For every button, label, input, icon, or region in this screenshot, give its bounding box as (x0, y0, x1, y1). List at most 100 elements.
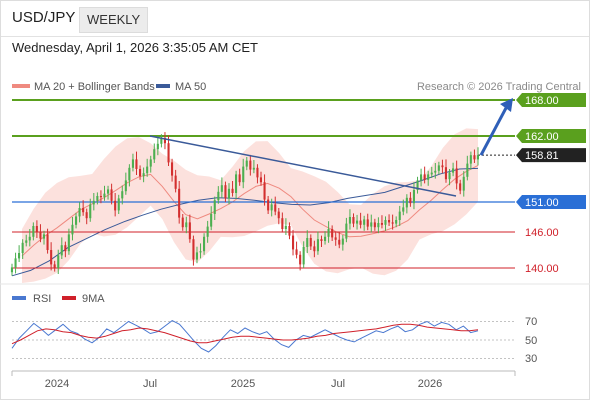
candle-body (452, 168, 455, 173)
candle-body (146, 166, 149, 174)
ma50-line (11, 167, 479, 277)
ma50-legend-label: MA 50 (175, 81, 206, 93)
candle-body (213, 200, 216, 214)
candle-body (299, 254, 302, 265)
trendlines (149, 98, 513, 197)
candle-body (430, 172, 433, 175)
ma50-legend-swatch (156, 84, 170, 88)
candle-body (263, 182, 266, 200)
level-tag-151.00 (516, 195, 586, 209)
candle-body (121, 191, 124, 199)
candle-body (267, 199, 270, 211)
level-label-168.00: 168.00 (525, 95, 559, 107)
candle-body (356, 220, 359, 224)
candle-body (249, 160, 252, 170)
candle-body (462, 176, 465, 191)
level-tag-162.00 (516, 129, 586, 143)
timeframe-tab[interactable]: WEEKLY (79, 7, 149, 33)
candle-body (345, 223, 348, 239)
candle-body (28, 236, 31, 241)
candle-body (82, 208, 85, 213)
chart-header: USD/JPY WEEKLY (0, 0, 590, 36)
candle-body (25, 240, 28, 243)
rsi-tick-50: 50 (525, 335, 537, 347)
candle-body (420, 174, 423, 181)
candle-body (131, 159, 134, 168)
candle-body (348, 217, 351, 224)
candle-body (50, 250, 53, 265)
candle-body (306, 238, 309, 247)
projection-arrow-head (500, 98, 513, 112)
candle-body (92, 200, 95, 205)
candle-body (409, 197, 412, 204)
candle-body (18, 253, 21, 259)
candle-body (412, 190, 415, 204)
candle-body (39, 232, 42, 239)
candle-body (142, 173, 145, 177)
rsi-legend-label: RSI (33, 293, 51, 305)
candle-body (352, 217, 355, 224)
candle-body (270, 204, 273, 211)
level-label-146.00: 146.00 (525, 227, 559, 239)
candle-body (75, 216, 78, 225)
candle-body (85, 212, 88, 219)
candle-body (153, 149, 156, 160)
candle-body (388, 220, 391, 223)
candle-body (281, 218, 284, 229)
candle-body (370, 222, 373, 227)
level-label-140.00: 140.00 (525, 263, 559, 275)
ma20-legend-swatch (12, 84, 30, 88)
candle-body (181, 217, 184, 228)
candle-body (21, 242, 24, 253)
candle-body (99, 196, 102, 198)
rsi-tick-70: 70 (525, 316, 537, 328)
candle-body (107, 189, 110, 194)
candle-body (402, 207, 405, 212)
candle-body (252, 167, 255, 170)
candle-body (203, 236, 206, 252)
level-tag-158.81 (516, 148, 586, 163)
candle-body (341, 238, 344, 245)
candle-body (124, 180, 127, 192)
candle-body (469, 155, 472, 164)
candle-body (292, 235, 295, 250)
candle-body (195, 252, 198, 260)
candle-body (256, 167, 259, 178)
candle-body (185, 222, 188, 228)
candle-body (274, 204, 277, 212)
candle-body (220, 185, 223, 192)
level-lines (12, 99, 515, 269)
candle-body (192, 239, 195, 260)
candle-body (459, 183, 462, 191)
ma20-legend-label: MA 20 + Bollinger Bands (34, 81, 155, 93)
candle-body (331, 229, 334, 238)
candle-body (466, 163, 469, 177)
candle-body (227, 188, 230, 199)
candle-body (114, 200, 117, 211)
candle-body (103, 193, 106, 198)
candle-body (320, 239, 323, 241)
x-tick-jul-2024: Jul (143, 378, 157, 390)
x-tick-2025: 2025 (231, 378, 255, 390)
rsi-line (11, 320, 479, 353)
projection-arrow-shaft (479, 107, 508, 156)
candle-body (288, 226, 291, 236)
x-tick-jul-2025: Jul (331, 378, 345, 390)
candle-body (188, 222, 191, 240)
candle-body (448, 172, 451, 180)
candle-body (14, 258, 17, 268)
candle-body (455, 168, 458, 184)
level-label-151.00: 151.00 (525, 197, 559, 209)
candle-body (259, 177, 262, 183)
candles (10, 132, 479, 276)
candle-body (302, 247, 305, 265)
candle-body (96, 196, 99, 201)
candle-body (423, 174, 426, 180)
candle-body (395, 220, 398, 224)
candle-body (437, 165, 440, 171)
x-tick-2026: 2026 (418, 378, 442, 390)
candle-body (135, 159, 138, 169)
candle-body (78, 208, 81, 217)
candle-body (35, 226, 38, 232)
